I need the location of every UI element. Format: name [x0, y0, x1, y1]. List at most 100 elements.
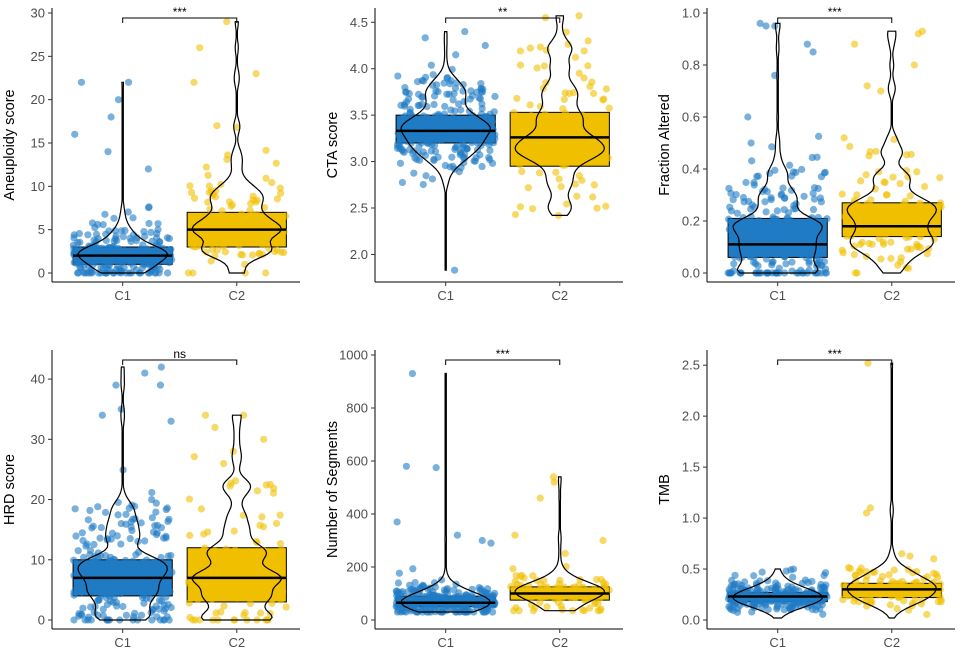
data-point [750, 179, 758, 187]
data-point [222, 581, 231, 589]
data-point [549, 473, 558, 481]
data-point [815, 132, 823, 140]
data-point [482, 117, 490, 125]
data-point [262, 146, 270, 154]
data-point [781, 252, 789, 260]
data-point [213, 122, 221, 130]
data-point [197, 505, 205, 513]
data-point [188, 232, 196, 240]
data-point [560, 95, 568, 103]
data-point [555, 175, 563, 183]
y-tick-label: 0.6 [682, 110, 700, 125]
data-point [110, 242, 118, 251]
data-point [422, 593, 430, 601]
data-point [262, 269, 270, 277]
data-point [583, 149, 591, 157]
data-point [856, 568, 864, 577]
data-point [448, 153, 456, 161]
data-point [190, 453, 198, 461]
data-point [764, 577, 772, 585]
data-point [449, 96, 457, 104]
data-point [222, 212, 230, 220]
data-point [427, 119, 435, 128]
data-point [817, 269, 825, 277]
data-point [450, 602, 458, 610]
data-point [476, 586, 484, 594]
data-point [532, 154, 540, 163]
data-point [726, 203, 734, 211]
data-point [920, 182, 929, 191]
data-point [255, 249, 263, 257]
data-point [204, 171, 212, 179]
series-c2 [839, 359, 945, 619]
data-point [191, 552, 200, 560]
data-point [155, 269, 163, 277]
data-point [757, 587, 765, 595]
data-point [596, 594, 604, 602]
data-point [78, 529, 86, 537]
data-point [913, 168, 921, 176]
y-tick-label: 0.4 [682, 162, 700, 177]
x-tick-label-c2: C2 [883, 635, 900, 650]
data-point [794, 219, 803, 228]
data-point [484, 589, 492, 597]
data-point [433, 81, 441, 89]
data-point [887, 254, 895, 263]
data-point [447, 106, 455, 114]
data-point [439, 593, 447, 602]
data-point [93, 585, 101, 594]
data-point [108, 566, 116, 574]
data-point [476, 131, 484, 139]
data-point [841, 212, 849, 221]
data-point [821, 585, 829, 593]
data-point [95, 596, 103, 604]
data-point [258, 513, 266, 521]
data-point [591, 143, 600, 152]
data-point [459, 81, 467, 89]
data-point [900, 200, 908, 208]
data-point [163, 613, 171, 621]
data-point [408, 369, 417, 378]
data-point [543, 603, 551, 611]
data-point [211, 220, 220, 229]
data-point [771, 22, 779, 30]
data-point [748, 157, 756, 165]
violin-c1 [77, 366, 168, 621]
data-point [729, 596, 738, 605]
data-point [853, 191, 861, 199]
panel-6: 0.0 0.5 1.0 1.5 2.0 2.5 C1 C2 TMB *** [657, 347, 955, 650]
data-point [265, 244, 273, 252]
data-point [432, 464, 440, 472]
data-point [101, 508, 110, 517]
data-point [163, 234, 171, 242]
data-point [118, 564, 126, 572]
data-point [518, 167, 526, 176]
data-point [254, 220, 262, 228]
series-c2 [507, 473, 613, 615]
data-point [809, 189, 817, 197]
violin-c1 [400, 31, 491, 271]
data-point [867, 202, 875, 210]
data-point [151, 558, 159, 566]
data-point [223, 18, 231, 26]
data-point [272, 159, 280, 167]
data-point [83, 578, 91, 586]
data-point [814, 184, 822, 193]
data-point [185, 599, 193, 607]
data-point [102, 236, 110, 245]
data-point [538, 593, 547, 602]
data-point [780, 606, 788, 614]
data-point [242, 590, 251, 598]
data-point [893, 604, 901, 613]
data-point [121, 226, 129, 235]
data-point [145, 219, 153, 228]
data-point [252, 537, 260, 546]
data-point [862, 171, 870, 179]
series-c1 [392, 369, 499, 616]
data-point [86, 567, 94, 576]
data-point [208, 246, 216, 254]
data-point [580, 74, 588, 82]
data-point [541, 110, 549, 118]
data-point [413, 78, 422, 86]
y-axis-title: HRD score [2, 454, 18, 525]
